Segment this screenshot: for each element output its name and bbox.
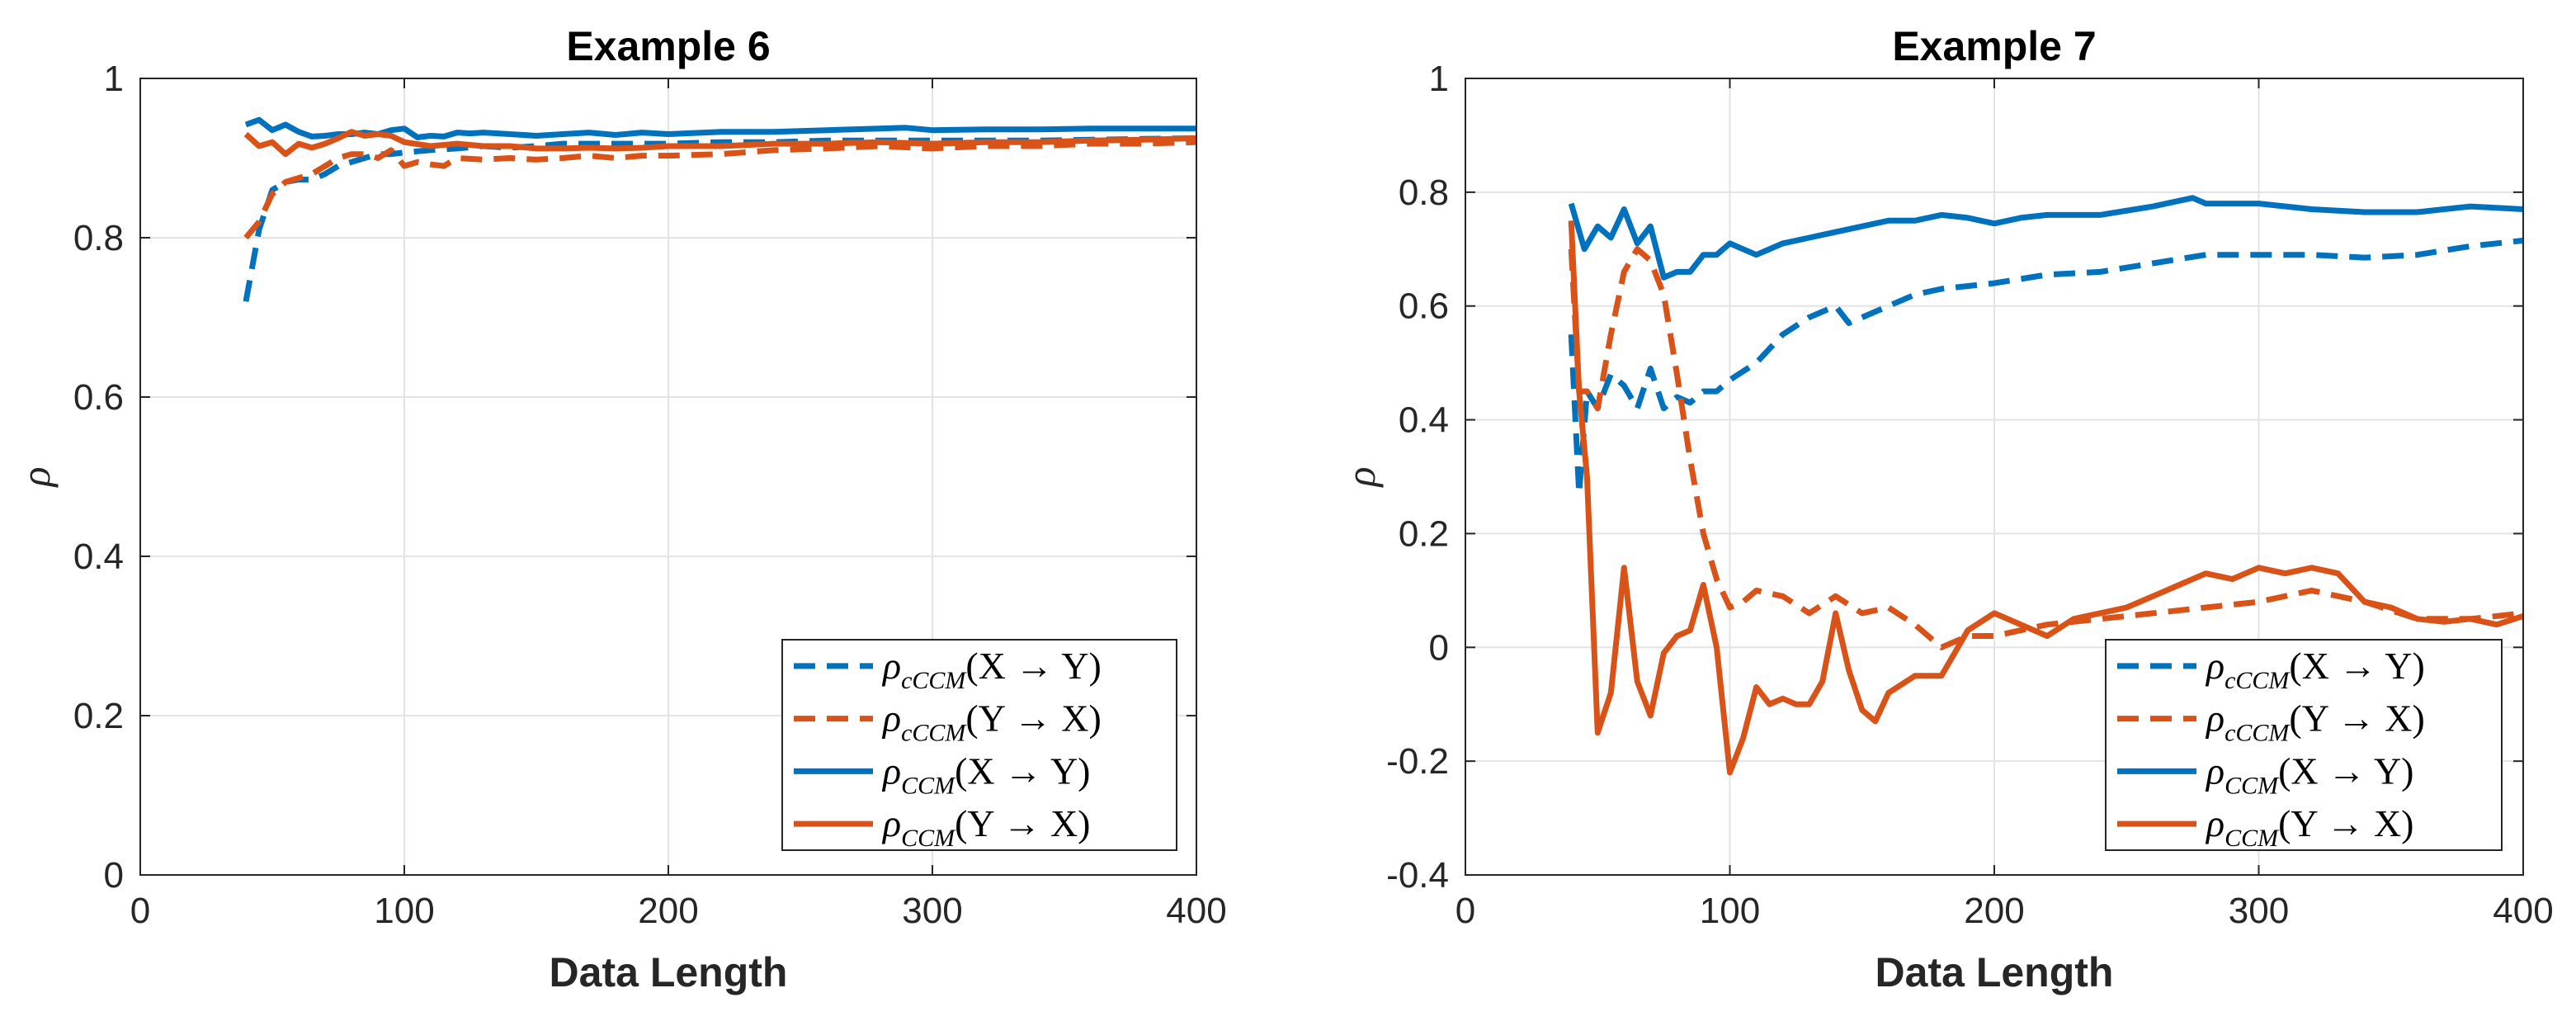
- y-tick-label: -0.4: [1386, 855, 1449, 896]
- legend-label: ρCCM(Y → X): [881, 802, 1090, 852]
- chart-title: Example 7: [1892, 23, 2096, 69]
- legend: ρcCCM(X → Y)ρcCCM(Y → X)ρCCM(X → Y)ρCCM(…: [2105, 639, 2503, 852]
- legend-item: ρcCCM(X → Y): [2117, 645, 2425, 694]
- y-tick-label: 1: [104, 59, 124, 99]
- legend-item: ρCCM(X → Y): [794, 749, 1090, 799]
- x-tick-label: 100: [1700, 891, 1760, 931]
- x-tick-label: 200: [1964, 891, 2024, 931]
- x-tick-label: 200: [638, 891, 698, 931]
- series-lines: [1568, 195, 2525, 776]
- x-tick-label: 300: [2229, 891, 2289, 931]
- y-tick-label: 1: [1429, 59, 1449, 99]
- legend-box: [781, 639, 1177, 851]
- legend: ρcCCM(X → Y)ρcCCM(Y → X)ρCCM(X → Y)ρCCM(…: [781, 639, 1177, 852]
- legend-label: ρCCM(X → Y): [2205, 749, 2413, 799]
- y-axis-title: ρ: [12, 467, 59, 489]
- legend-item: ρcCCM(X → Y): [794, 645, 1102, 694]
- series-line-ccm-x-to-y: [1568, 195, 2524, 281]
- legend-label: ρcCCM(X → Y): [2205, 645, 2425, 694]
- y-tick-label: -0.2: [1386, 741, 1449, 782]
- chart-title: Example 6: [566, 23, 770, 69]
- x-axis-title: Data Length: [550, 949, 788, 995]
- series-line-cccm-x-to-y: [1568, 237, 2524, 497]
- ticks: 0 100 200 300 400 0 0.2 0.4 0.6 0.8 1: [73, 59, 1227, 931]
- series-line-ccm-x-to-y: [244, 116, 1196, 140]
- legend-box: [2105, 639, 2503, 851]
- ticks: 0 100 200 300 400 -0.4 -0.2 0 0.2 0.4 0.6 0.8 1: [1386, 59, 2554, 931]
- chart-panel-example-6: 0 100 200 300 400 0 0.2 0.4 0.6 0.8 1 Example 6 Data…: [12, 23, 1227, 995]
- x-axis-title: Data Length: [1875, 949, 2114, 995]
- legend-item: ρcCCM(Y → X): [2117, 697, 2425, 747]
- x-tick-label: 400: [2493, 891, 2553, 931]
- y-tick-label: 0.6: [73, 377, 124, 418]
- y-tick-label: 0.4: [73, 537, 124, 577]
- legend-label: ρCCM(X → Y): [881, 749, 1090, 799]
- chart-panel-example-7: 0 100 200 300 400 -0.4 -0.2 0 0.2 0.4 0.6 0.8 1 Examp…: [1338, 23, 2554, 995]
- legend-item: ρCCM(Y → X): [2117, 802, 2413, 852]
- series-line-cccm-y-to-x: [1568, 246, 2524, 650]
- legend-label: ρCCM(Y → X): [2205, 802, 2413, 852]
- legend-label: ρcCCM(X → Y): [881, 645, 1102, 694]
- y-tick-label: 0.6: [1399, 286, 1449, 327]
- y-tick-label: 0.8: [73, 218, 124, 258]
- x-tick-label: 300: [902, 891, 962, 931]
- y-tick-label: 0.2: [73, 696, 124, 736]
- y-tick-label: 0.2: [1399, 513, 1449, 554]
- y-tick-label: 0.8: [1399, 173, 1449, 213]
- y-tick-label: 0: [1429, 627, 1449, 668]
- series-lines: [243, 116, 1197, 302]
- series-line-ccm-y-to-x: [243, 129, 1197, 158]
- legend-label: ρcCCM(Y → X): [2205, 697, 2425, 747]
- legend-item: ρCCM(Y → X): [794, 802, 1090, 852]
- x-tick-label: 400: [1166, 891, 1226, 931]
- legend-item: ρCCM(X → Y): [2117, 749, 2413, 799]
- series-line-cccm-y-to-x: [243, 139, 1197, 240]
- x-tick-label: 0: [130, 891, 150, 931]
- gridlines: [140, 78, 1196, 875]
- legend-item: ρcCCM(Y → X): [794, 697, 1102, 747]
- legend-label: ρcCCM(Y → X): [881, 697, 1102, 747]
- y-tick-label: 0.4: [1399, 400, 1449, 441]
- y-axis-title: ρ: [1338, 467, 1384, 489]
- x-tick-label: 100: [374, 891, 434, 931]
- x-tick-label: 0: [1455, 891, 1475, 931]
- series-line-ccm-y-to-x: [1568, 220, 2525, 776]
- y-tick-label: 0: [104, 855, 124, 896]
